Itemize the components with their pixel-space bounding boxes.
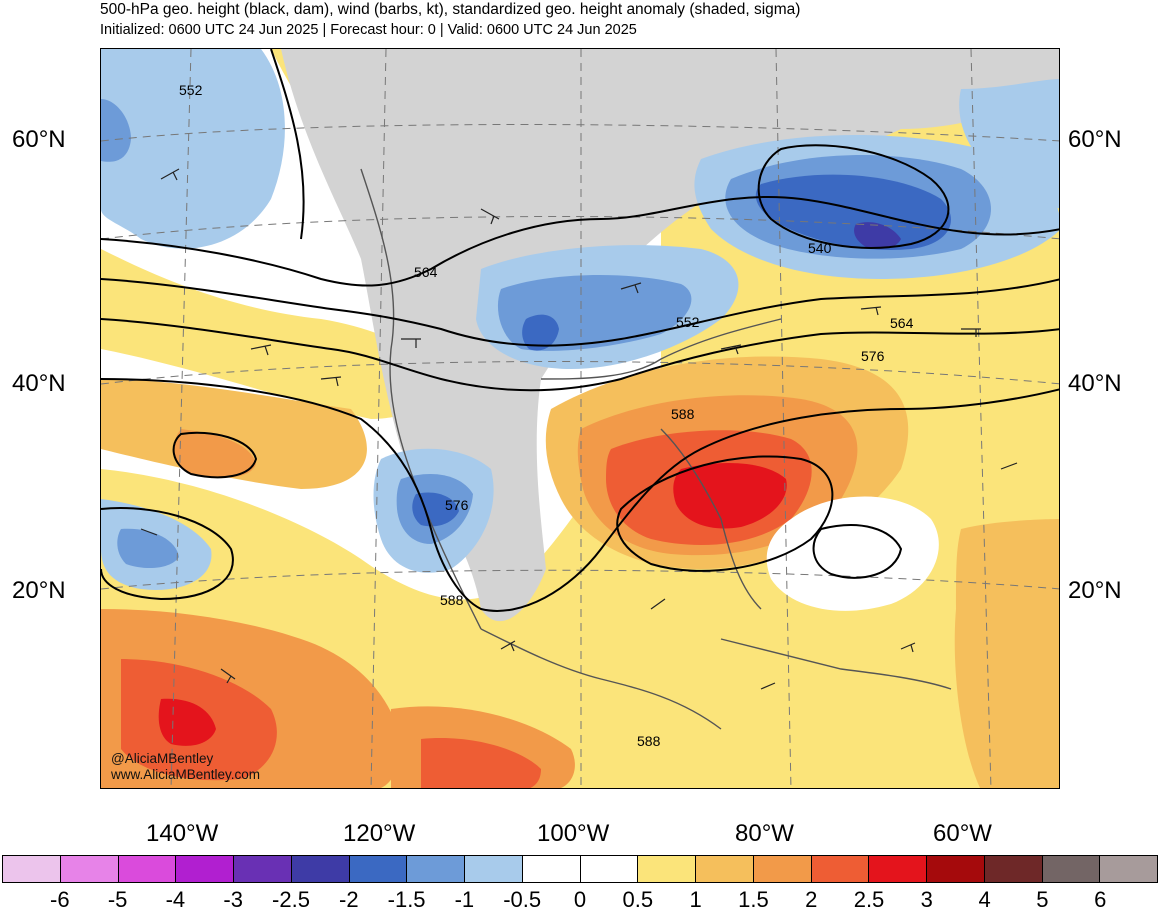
colorbar-swatch	[753, 856, 812, 882]
coastlines	[360, 168, 952, 730]
colorbar-label: 0	[573, 887, 587, 912]
colorbar-swatch	[1042, 856, 1101, 882]
colorbar-label: 2.5	[853, 887, 885, 912]
colorbar-label: 5	[1036, 887, 1049, 912]
negative-labrador-center	[854, 222, 901, 249]
height-contours	[101, 49, 1059, 612]
contour-labels: 552 564 552 540 564 576 588 576 588 588	[179, 82, 914, 749]
negative-labrador-core	[755, 174, 951, 250]
positive-mexico-core	[421, 738, 541, 788]
colorbar-swatch	[60, 856, 119, 882]
contour-alaska	[270, 49, 305, 240]
lon-label: 140°W	[146, 820, 219, 847]
colorbar-swatch	[984, 856, 1043, 882]
colorbar-swatch	[869, 856, 927, 882]
positive-core-pacific	[173, 429, 256, 478]
wind-barbs	[140, 168, 1018, 690]
weather-map: 552 564 552 540 564 576 588 576 588 588 …	[100, 48, 1060, 789]
colorbar-swatch	[176, 856, 234, 882]
colorbar-label: -5	[107, 887, 128, 912]
map-title: 500-hPa geo. height (black, dam), wind (…	[100, 1, 801, 18]
colorbar	[2, 855, 1158, 883]
contour-588	[101, 378, 1059, 612]
lat-label-left: 60°N	[12, 126, 66, 153]
colorbar-swatch	[234, 856, 292, 882]
colorbar-swatch	[522, 856, 581, 882]
colorbar-label: 6	[1094, 887, 1107, 912]
contour-564	[101, 278, 1059, 347]
colorbar-label: 1.5	[738, 887, 769, 912]
colorbar-label: 3	[920, 887, 933, 912]
colorbar-swatch	[1100, 856, 1157, 882]
contour-pacific-low	[101, 507, 234, 601]
contour-label: 588	[637, 733, 661, 749]
colorbar-swatch	[696, 856, 754, 882]
negative-alaska-core	[101, 99, 131, 162]
neutral-atlantic	[766, 496, 939, 611]
credit-website: www.AliciaMBentley.com	[111, 767, 261, 782]
contour-594	[616, 455, 834, 572]
contour-label: 540	[808, 240, 832, 256]
colorbar-label: -1.5	[387, 887, 426, 912]
lat-label-left: 20°N	[12, 577, 66, 604]
credit-handle: @AliciaMBentley	[111, 751, 214, 766]
contour-576	[101, 318, 1059, 392]
colorbar-label: 2	[805, 887, 818, 912]
colorbar-label: -1	[454, 887, 475, 912]
contour-label: 576	[861, 348, 885, 364]
contour-label: 588	[671, 406, 695, 422]
contour-540	[757, 144, 950, 249]
lon-label: 60°W	[933, 820, 992, 847]
contour-label: 576	[445, 497, 469, 513]
colorbar-swatch	[927, 856, 985, 882]
contour-label: 564	[890, 315, 914, 331]
negative-pacific-core	[117, 528, 179, 569]
contour-atlantic-high	[812, 524, 903, 579]
positive-east-us-core	[673, 463, 787, 529]
colorbar-swatch	[3, 856, 61, 882]
graticule	[101, 49, 1059, 788]
negative-southwest-core	[412, 492, 459, 527]
colorbar-label: -2.5	[272, 887, 310, 912]
positive-band-pacific	[101, 249, 431, 419]
contour-pacific-high	[172, 431, 258, 479]
negative-alaska	[101, 49, 285, 249]
lon-label: 80°W	[735, 820, 794, 847]
negative-greenland	[959, 79, 1059, 209]
lat-label-right: 20°N	[1068, 577, 1122, 604]
contour-label: 564	[414, 264, 438, 280]
contour-label: 588	[440, 592, 464, 608]
colorbar-label: -4	[165, 887, 186, 912]
colorbar-label: -0.5	[503, 887, 542, 912]
colorbar-label: 4	[978, 887, 991, 912]
lat-label-right: 60°N	[1068, 126, 1122, 153]
colorbar-label: -3	[223, 887, 243, 912]
colorbar-swatch	[291, 856, 350, 882]
contour-label: 552	[676, 314, 700, 330]
contour-552	[101, 195, 1059, 287]
colorbar-swatch	[638, 856, 696, 882]
lon-label: 120°W	[343, 820, 416, 847]
positive-east-atlantic	[954, 519, 1059, 788]
colorbar-swatch	[580, 856, 639, 882]
colorbar-label: 1	[689, 887, 702, 912]
colorbar-label: -2	[339, 887, 359, 912]
contour-label: 552	[179, 82, 203, 98]
lat-label-right: 40°N	[1068, 370, 1122, 397]
colorbar-swatch	[407, 856, 465, 882]
colorbar-swatch	[465, 856, 523, 882]
lon-label: 100°W	[537, 820, 610, 847]
anomaly-map-svg: 552 564 552 540 564 576 588 576 588 588	[101, 49, 1059, 788]
map-subtitle: Initialized: 0600 UTC 24 Jun 2025 | Fore…	[100, 22, 637, 38]
positive-area-pacific	[101, 379, 367, 489]
colorbar-label: 0.5	[622, 887, 654, 912]
colorbar-label: -6	[50, 887, 70, 912]
colorbar-swatch	[811, 856, 870, 882]
negative-canada-core	[522, 314, 559, 351]
colorbar-swatch	[349, 856, 408, 882]
colorbar-swatch	[118, 856, 177, 882]
lat-label-left: 40°N	[12, 370, 66, 397]
